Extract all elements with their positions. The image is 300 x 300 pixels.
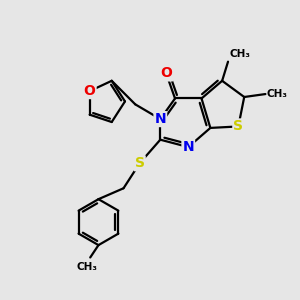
Text: S: S <box>233 119 243 134</box>
Text: O: O <box>84 84 96 98</box>
Text: CH₃: CH₃ <box>230 49 250 59</box>
Text: N: N <box>154 112 166 126</box>
Text: N: N <box>182 140 194 154</box>
Text: CH₃: CH₃ <box>267 89 288 99</box>
Text: O: O <box>160 66 172 80</box>
Text: CH₃: CH₃ <box>77 262 98 272</box>
Text: S: S <box>135 156 145 170</box>
